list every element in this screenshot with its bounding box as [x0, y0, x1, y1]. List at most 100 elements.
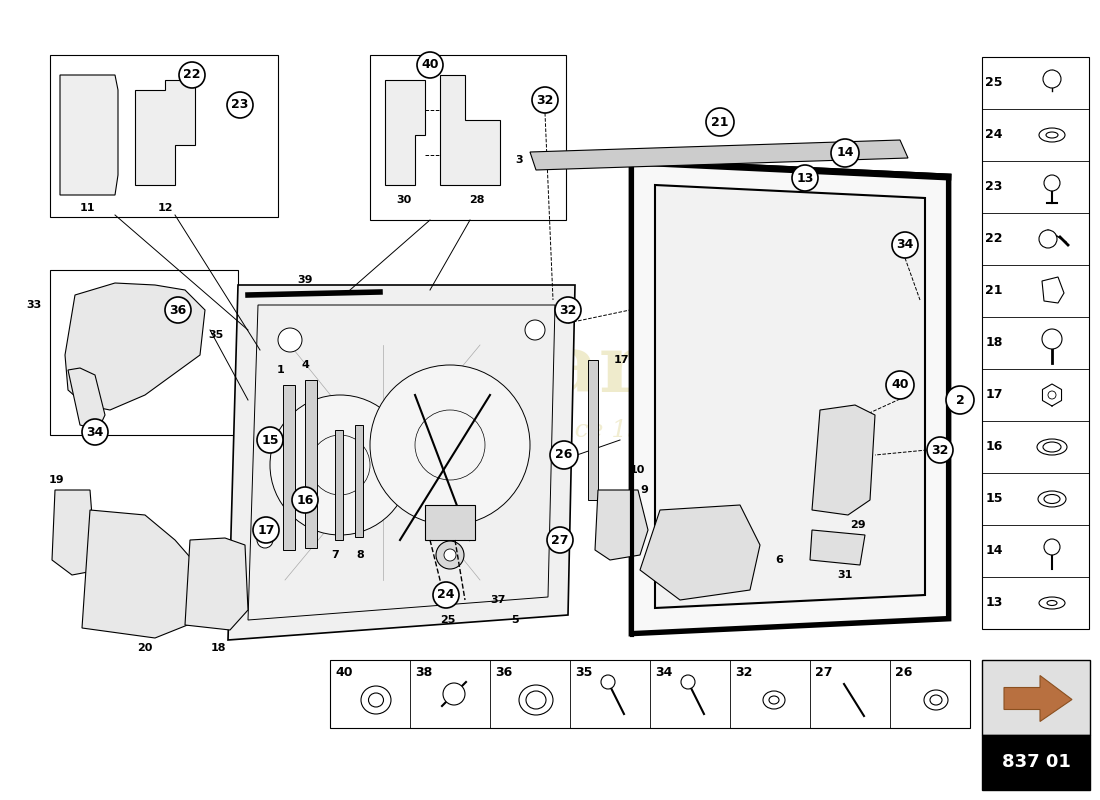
Text: 18: 18 — [210, 643, 225, 653]
Polygon shape — [530, 140, 907, 170]
Text: 15: 15 — [986, 493, 1003, 506]
Text: 40: 40 — [421, 58, 439, 71]
Ellipse shape — [763, 691, 785, 709]
Text: 36: 36 — [169, 303, 187, 317]
Bar — [425, 505, 475, 540]
Text: 16: 16 — [296, 494, 314, 506]
Ellipse shape — [1046, 132, 1058, 138]
Text: 35: 35 — [575, 666, 593, 678]
Ellipse shape — [519, 685, 553, 715]
Circle shape — [165, 297, 191, 323]
Bar — [982, 735, 1090, 790]
Text: 2: 2 — [956, 394, 965, 406]
Circle shape — [257, 427, 283, 453]
Polygon shape — [248, 305, 556, 620]
Circle shape — [270, 395, 410, 535]
Bar — [982, 660, 1090, 735]
Text: a passion for cars since 1955: a passion for cars since 1955 — [305, 418, 675, 442]
Ellipse shape — [1044, 494, 1060, 503]
Polygon shape — [60, 75, 118, 195]
Circle shape — [278, 328, 303, 352]
Circle shape — [179, 62, 205, 88]
Circle shape — [415, 410, 485, 480]
Circle shape — [830, 139, 859, 167]
Text: 6: 6 — [776, 555, 783, 565]
Circle shape — [547, 527, 573, 553]
Polygon shape — [812, 405, 874, 515]
Polygon shape — [630, 160, 950, 635]
Bar — [370, 55, 566, 220]
Text: 10: 10 — [630, 465, 646, 475]
Polygon shape — [595, 490, 648, 560]
Polygon shape — [65, 283, 205, 410]
Text: 7: 7 — [331, 550, 339, 560]
Text: 11: 11 — [79, 203, 95, 213]
Text: 34: 34 — [896, 238, 914, 251]
Text: 17: 17 — [257, 523, 275, 537]
Text: 32: 32 — [559, 303, 576, 317]
Text: 37: 37 — [491, 595, 506, 605]
Circle shape — [550, 441, 578, 469]
Text: 14: 14 — [986, 545, 1003, 558]
Circle shape — [946, 386, 974, 414]
Ellipse shape — [526, 691, 546, 709]
Circle shape — [1042, 329, 1062, 349]
Text: 17: 17 — [614, 355, 629, 365]
Text: 5: 5 — [512, 615, 519, 625]
Polygon shape — [810, 530, 865, 565]
Bar — [982, 57, 1089, 629]
Circle shape — [443, 683, 465, 705]
Ellipse shape — [368, 693, 384, 707]
Text: 23: 23 — [986, 181, 1003, 194]
Text: 26: 26 — [556, 449, 573, 462]
Ellipse shape — [1047, 601, 1057, 606]
Circle shape — [1043, 70, 1062, 88]
Ellipse shape — [1043, 442, 1062, 452]
Bar — [588, 360, 598, 500]
Ellipse shape — [361, 686, 390, 714]
Text: 14: 14 — [836, 146, 854, 159]
Text: 25: 25 — [440, 615, 455, 625]
Circle shape — [257, 532, 273, 548]
Circle shape — [444, 549, 456, 561]
Text: 38: 38 — [416, 666, 432, 678]
Bar — [336, 430, 343, 540]
Text: 13: 13 — [986, 597, 1003, 610]
Text: 837 01: 837 01 — [1002, 753, 1070, 771]
Ellipse shape — [1040, 128, 1065, 142]
Text: 29: 29 — [850, 520, 866, 530]
Text: 26: 26 — [895, 666, 913, 678]
Ellipse shape — [1038, 491, 1066, 507]
Text: 15: 15 — [262, 434, 278, 446]
Text: 33: 33 — [26, 300, 42, 310]
Circle shape — [310, 435, 370, 495]
Circle shape — [681, 675, 695, 689]
Text: 27: 27 — [815, 666, 833, 678]
Text: eurocars: eurocars — [293, 331, 688, 409]
Ellipse shape — [1037, 439, 1067, 455]
Text: 13: 13 — [796, 171, 814, 185]
Ellipse shape — [769, 696, 779, 704]
Circle shape — [706, 108, 734, 136]
Text: 19: 19 — [50, 475, 65, 485]
Polygon shape — [68, 368, 104, 430]
Ellipse shape — [930, 695, 942, 705]
Text: 25: 25 — [986, 77, 1003, 90]
Polygon shape — [440, 75, 500, 185]
Circle shape — [370, 365, 530, 525]
Bar — [283, 385, 295, 550]
Circle shape — [82, 419, 108, 445]
Polygon shape — [385, 80, 425, 185]
Polygon shape — [52, 490, 95, 575]
Circle shape — [1044, 539, 1060, 555]
Circle shape — [253, 517, 279, 543]
Circle shape — [436, 541, 464, 569]
Circle shape — [892, 232, 918, 258]
Text: 22: 22 — [986, 233, 1003, 246]
Text: 21: 21 — [986, 285, 1003, 298]
Text: 24: 24 — [438, 589, 454, 602]
Polygon shape — [1004, 675, 1072, 722]
Circle shape — [525, 320, 544, 340]
Bar — [355, 425, 363, 537]
Text: 22: 22 — [184, 69, 200, 82]
